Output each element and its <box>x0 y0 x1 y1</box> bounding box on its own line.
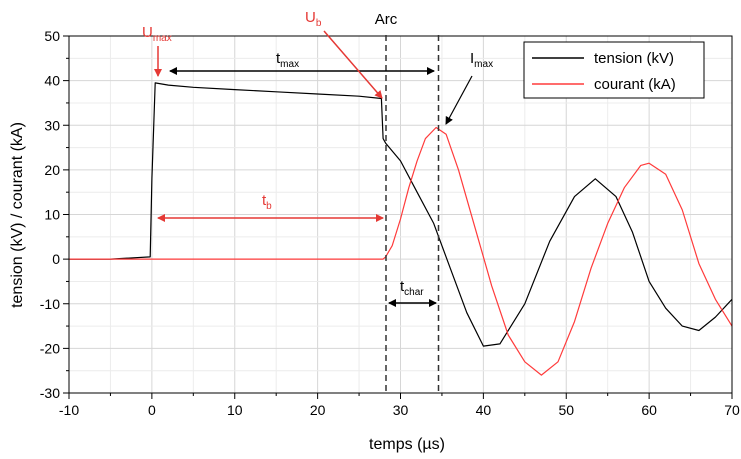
grid <box>68 35 733 394</box>
t-b-main: t <box>262 192 267 209</box>
x-tick-label: 60 <box>641 402 657 418</box>
axes: -10 0 10 20 30 40 50 60 70 -30 -20 -10 0 10 20 30 40 50 <box>40 28 740 418</box>
legend: tension (kV) courant (kA) <box>523 41 705 99</box>
u-max-sub: max <box>153 33 172 44</box>
t-max-main: t <box>276 50 281 67</box>
y-tick-label: -10 <box>40 296 60 312</box>
i-max-arrow <box>445 75 473 125</box>
legend-label-tension: tension (kV) <box>594 50 674 67</box>
x-tick-label: -10 <box>59 402 79 418</box>
y-tick-label: -20 <box>40 340 60 356</box>
u-b-arrow <box>323 30 383 99</box>
y-tick-label: 50 <box>44 28 60 44</box>
y-tick-label: -30 <box>40 385 60 401</box>
legend-box <box>523 41 705 99</box>
i-max-sub: max <box>474 59 493 70</box>
u-max-main: U <box>142 24 153 41</box>
t-max-sub: max <box>280 59 299 70</box>
x-tick-label: 40 <box>476 402 492 418</box>
x-tick-label: 10 <box>227 402 243 418</box>
u-b-label: Ub <box>305 9 322 29</box>
x-tick-label: 0 <box>148 402 156 418</box>
legend-label-courant: courant (kA) <box>594 76 676 93</box>
y-tick-label: 0 <box>52 251 60 267</box>
t-max-label: tmax <box>276 50 299 70</box>
u-max-label: Umax <box>142 24 172 44</box>
x-tick-label: 30 <box>393 402 409 418</box>
y-tick-label: 10 <box>44 207 60 223</box>
t-char-label: tchar <box>400 278 424 298</box>
i-max-label: Imax <box>470 50 493 70</box>
series-line-tension <box>69 82 733 347</box>
t-b-label: tb <box>262 192 272 212</box>
i-max-main: I <box>470 50 474 67</box>
t-char-sub: char <box>404 287 424 298</box>
annotations: Umax Ub Arc Imax tmax tb tchar <box>142 9 493 394</box>
y-axis-title: tension (kV) / courant (kA) <box>9 122 26 308</box>
y-tick-label: 30 <box>44 117 60 133</box>
u-b-sub: b <box>316 18 322 29</box>
x-tick-label: 70 <box>724 402 740 418</box>
t-b-sub: b <box>266 201 272 212</box>
x-axis-title: temps (µs) <box>369 436 445 453</box>
y-tick-label: 40 <box>44 73 60 89</box>
y-tick-label: 20 <box>44 162 60 178</box>
x-tick-label: 50 <box>558 402 574 418</box>
u-b-main: U <box>305 9 316 26</box>
x-tick-label: 20 <box>310 402 326 418</box>
t-char-main: t <box>400 278 405 295</box>
arc-label: Arc <box>375 11 398 28</box>
